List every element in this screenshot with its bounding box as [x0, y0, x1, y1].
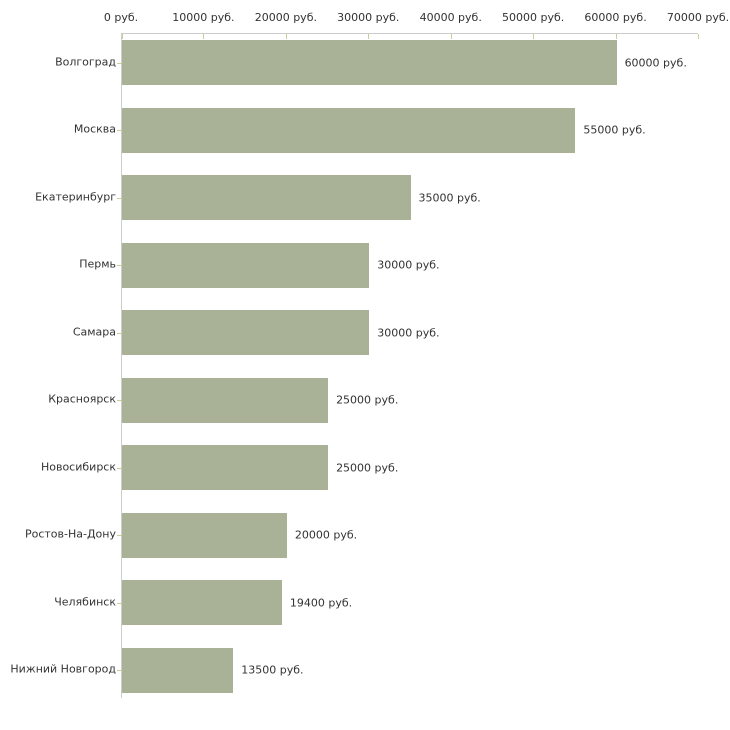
y-tick-mark	[117, 400, 122, 401]
x-tick-mark	[203, 34, 205, 39]
bar	[122, 512, 287, 558]
value-label: 19400 руб.	[289, 596, 353, 609]
bar	[122, 647, 234, 693]
y-tick-mark	[117, 130, 122, 131]
category-label: Челябинск	[54, 595, 116, 608]
y-tick-mark	[117, 197, 122, 199]
bar	[122, 310, 370, 355]
value-label: 20000 руб.	[294, 528, 358, 542]
x-tick-label: 30000 руб.	[337, 11, 400, 24]
y-tick-mark	[117, 62, 122, 64]
value-label: 55000 руб.	[583, 123, 646, 137]
y-tick-mark	[117, 332, 122, 334]
bar	[122, 580, 282, 625]
value-label: 60000 руб.	[624, 56, 687, 69]
plot-area: 60000 руб. 55000 руб. 35000 руб. 30000 руб.…	[117, 33, 699, 698]
category-label: Нижний Новгород	[10, 662, 116, 676]
y-tick-mark	[117, 535, 122, 536]
y-tick-mark	[117, 602, 122, 604]
y-tick-mark	[117, 670, 122, 671]
x-tick-label: 50000 руб.	[502, 11, 565, 24]
bar	[122, 242, 370, 288]
bar	[122, 377, 329, 423]
category-label: Самара	[72, 325, 116, 338]
bar	[122, 175, 411, 220]
bar	[122, 107, 576, 153]
bar	[122, 445, 329, 490]
x-tick-label: 70000 руб.	[666, 11, 730, 24]
category-label: Волгоград	[55, 55, 116, 68]
value-label: 25000 руб.	[336, 461, 399, 474]
value-label: 25000 руб.	[336, 393, 399, 407]
category-label: Красноярск	[48, 392, 116, 406]
value-label: 13500 руб.	[241, 663, 304, 677]
value-label: 30000 руб.	[377, 258, 440, 272]
x-tick-label: 40000 руб.	[419, 11, 482, 24]
x-tick-mark	[698, 34, 699, 39]
x-tick-mark	[285, 34, 287, 39]
x-tick-label: 10000 руб.	[172, 11, 235, 24]
category-label: Пермь	[79, 257, 116, 271]
x-tick-mark	[533, 34, 535, 39]
category-label: Екатеринбург	[35, 190, 116, 203]
x-tick-mark	[615, 34, 617, 39]
x-tick-label: 60000 руб.	[584, 11, 647, 24]
x-tick-label: 20000 руб.	[254, 11, 317, 24]
x-tick-mark	[450, 34, 452, 39]
category-label: Ростов-На-Дону	[24, 527, 116, 541]
value-label: 30000 руб.	[377, 326, 440, 339]
value-label: 35000 руб.	[418, 191, 481, 204]
y-tick-mark	[117, 467, 122, 469]
x-tick-mark	[368, 34, 370, 39]
category-label: Новосибирск	[40, 460, 116, 473]
y-tick-mark	[117, 265, 122, 266]
x-tick-label: 0 руб.	[103, 11, 139, 24]
category-label: Москва	[73, 122, 116, 136]
bar	[122, 40, 617, 85]
x-tick-mark	[122, 34, 123, 39]
